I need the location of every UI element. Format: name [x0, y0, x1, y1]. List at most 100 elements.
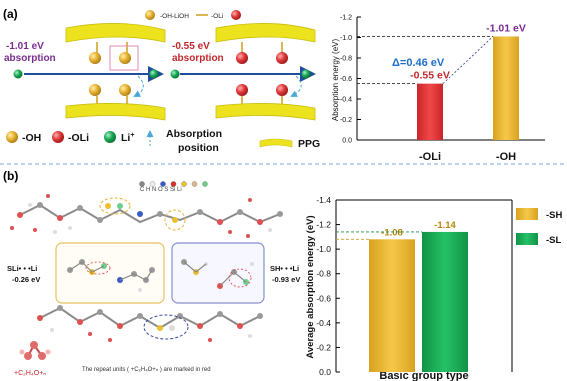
- li-ion: [170, 69, 180, 79]
- oh-group: [89, 84, 101, 96]
- chart-a-delta-annotation: Δ=0.46 eV: [392, 57, 445, 69]
- chart-b-ytick-label: -0.8: [316, 269, 331, 279]
- li-ion: [301, 69, 311, 79]
- sh-label-line1: SH• • •Li: [270, 264, 299, 273]
- bond: [183, 261, 247, 287]
- chart-a-ytick-label: -0.4: [340, 97, 352, 104]
- atom: [257, 219, 263, 225]
- atom-legend-dot: [191, 181, 198, 187]
- ppg-legend-icon: [259, 138, 293, 148]
- atom: [237, 209, 243, 215]
- li-ion: [149, 69, 159, 79]
- chart-b-ytick-label: -1.0: [316, 244, 331, 254]
- atom: [57, 305, 63, 311]
- polymer-chain-top: [19, 203, 281, 224]
- highlight-ellipse: [164, 209, 186, 231]
- li-legend-icon: [104, 131, 116, 143]
- atom: [117, 203, 123, 209]
- oli-group: [236, 52, 248, 64]
- legend-ppg-label: PPG: [298, 138, 320, 150]
- atom: [248, 334, 252, 338]
- chart-b-ytick-label: -1.2: [316, 220, 331, 230]
- atom-legend-dot: [170, 181, 177, 187]
- li-ion: [13, 69, 23, 79]
- atom: [217, 219, 223, 225]
- chart-a-ytick-label: 0.0: [342, 138, 352, 145]
- chart-b-ylabel: Average absorption energy (eV): [305, 215, 316, 358]
- atom: [33, 228, 37, 232]
- chart-b-legend: -SH -SL: [516, 208, 563, 246]
- zoom-box-sh: [171, 242, 265, 304]
- chart-b-legend-label: -SH: [546, 210, 563, 221]
- chart-b-legend-swatch: [516, 233, 538, 245]
- chart-a-value-label: -1.01 eV: [486, 22, 526, 34]
- atom: [37, 202, 43, 208]
- chart-b-value-label: -1.08: [381, 227, 403, 238]
- atom: [277, 211, 283, 217]
- atom: [172, 217, 178, 223]
- ppg-chain-top-left: [65, 23, 166, 43]
- sli-label-line2: -0.26 eV: [12, 275, 40, 284]
- chart-b-bar: [369, 239, 415, 372]
- repeat-unit-caption: The repeat units ( +C₂H₄O+ₙ ) are marked…: [82, 367, 211, 373]
- atom: [208, 338, 212, 342]
- legend-absorption-line1: Absorption: [166, 128, 222, 140]
- chart-b: Average absorption energy (eV) Basic gro…: [305, 195, 563, 381]
- panel-b-label: (b): [3, 169, 18, 183]
- oli-group: [276, 84, 288, 96]
- legend-li-label: Li+: [121, 132, 134, 144]
- atom: [37, 315, 43, 321]
- interaction-ellipse: [85, 261, 111, 275]
- chart-a-value-label: -0.55 eV: [410, 70, 450, 82]
- atom: [46, 194, 50, 198]
- oh-legend-dot: [145, 10, 155, 20]
- atom: [57, 215, 63, 221]
- atom: [248, 198, 252, 202]
- schematic-oli: [170, 23, 316, 121]
- chart-a-ytick-label: -0.8: [340, 56, 352, 63]
- zoom-box: [109, 45, 139, 71]
- legend-a: -OH -OLi Li+ Absorption position PPG: [6, 128, 320, 154]
- chart-a: Absorption energy (eV) 0.0 -0.2 -0.4 -0.6 -0…: [331, 15, 545, 163]
- chart-b-ytick-label: -0.2: [316, 342, 331, 352]
- atom: [28, 203, 32, 207]
- atom-legend-dot: [202, 181, 208, 187]
- atom: [257, 313, 263, 319]
- box-legend-oli: -OLi: [211, 13, 223, 20]
- chart-a-bar: [417, 83, 443, 140]
- chart-a-category-label: -OLi: [419, 151, 441, 163]
- atom: [137, 211, 143, 217]
- oh-group: [119, 84, 131, 96]
- chart-a-ytick-label: -1.0: [340, 35, 352, 42]
- atom: [53, 230, 57, 234]
- chart-b-xlabel: Basic group type: [379, 370, 468, 381]
- atom: [157, 211, 163, 217]
- atom: [169, 325, 175, 331]
- atom: [246, 234, 250, 238]
- oh-group: [89, 52, 101, 64]
- oh-legend-icon: [6, 131, 18, 143]
- atom: [157, 325, 163, 331]
- chart-b-ytick-label: 0.0: [319, 367, 331, 377]
- ppg-chain-bottom-left: [65, 103, 166, 121]
- schematic-oh: [13, 23, 166, 121]
- box-legend-oh: -OH-LiOH: [160, 13, 189, 20]
- chart-a-ytick-label: -0.2: [340, 117, 352, 124]
- interaction-ellipse: [228, 268, 252, 288]
- atom-legend-dot: [149, 181, 156, 187]
- ppg-chain-bottom-right: [215, 103, 316, 121]
- chart-a-category-label: -OH: [496, 151, 516, 163]
- atom: [197, 209, 203, 215]
- legend-absorption-line2: position: [178, 142, 219, 154]
- legend-oli-label: -OLi: [68, 132, 89, 144]
- repeat-unit-formula: +C₂H₄O+ₙ: [14, 370, 46, 377]
- chart-b-ytick-label: -0.4: [316, 318, 331, 328]
- molecule-illustration: C H N O S Si Li: [10, 181, 283, 342]
- chart-b-bar: [422, 231, 468, 372]
- atom: [68, 226, 72, 230]
- atom: [197, 323, 203, 329]
- atom: [117, 323, 123, 329]
- atom: [177, 313, 183, 319]
- chart-a-ytick-label: -0.6: [340, 76, 352, 83]
